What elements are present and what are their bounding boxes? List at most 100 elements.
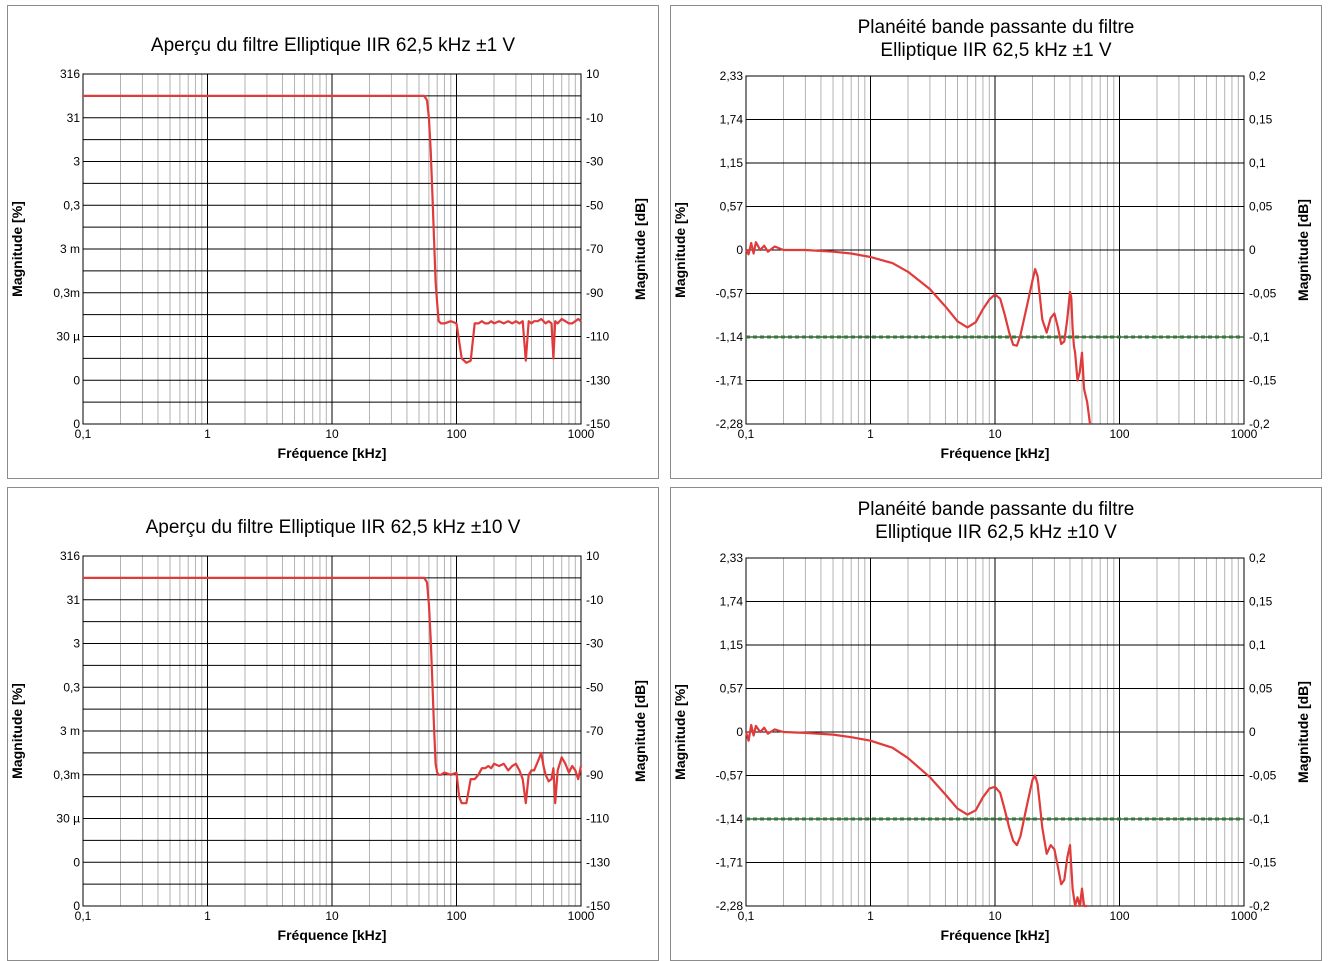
c2-y2-tick-label: -30 bbox=[586, 637, 604, 651]
chart-panel-flatness-10v: Planéité bande passante du filtre Ellipti… bbox=[670, 487, 1322, 961]
c3-y-tick-label: 2,33 bbox=[720, 551, 744, 565]
c1-y2-tick-label: 0,2 bbox=[1249, 69, 1266, 83]
c1-y2-tick-label: -0,1 bbox=[1249, 330, 1270, 344]
c1-y2-tick-label: 0 bbox=[1249, 243, 1256, 257]
c2-x-tick-label: 10 bbox=[325, 909, 339, 923]
c0-y-tick-label: 3 m bbox=[60, 242, 80, 256]
c0-y-tick-label: 0 bbox=[73, 417, 80, 431]
c1-y-tick-label: -1,71 bbox=[716, 374, 744, 388]
c1-x-tick-label: 10 bbox=[988, 427, 1002, 441]
c1-x-tick-label: 1 bbox=[867, 427, 874, 441]
c1-y2-tick-label: -0,2 bbox=[1249, 417, 1270, 431]
c0-y-tick-label: 316 bbox=[60, 67, 80, 81]
c3-y-tick-label: -1,14 bbox=[716, 812, 744, 826]
c3-y-tick-label: 1,15 bbox=[720, 638, 744, 652]
c3-y-tick-label: 0,57 bbox=[720, 682, 744, 696]
c3-y-tick-label: 1,74 bbox=[720, 595, 744, 609]
c2-y2-tick-label: -130 bbox=[586, 855, 610, 869]
c0-y2-tick-label: -30 bbox=[586, 155, 604, 169]
c0-y2-axis-label: Magnitude [dB] bbox=[632, 198, 648, 300]
c2-x-tick-label: 1000 bbox=[568, 909, 595, 923]
c2-y-tick-label: 0,3m bbox=[53, 768, 80, 782]
c1-y-tick-label: -1,14 bbox=[716, 330, 744, 344]
chart-panel-overview-10v: Aperçu du filtre Elliptique IIR 62,5 kHz… bbox=[7, 487, 659, 961]
c0-x-axis-label: Fréquence [kHz] bbox=[278, 445, 387, 461]
c1-y-tick-label: 0,57 bbox=[720, 200, 744, 214]
c0-plot-frame bbox=[82, 73, 582, 425]
c0-y-tick-label: 0,3 bbox=[63, 198, 80, 212]
c0-x-tick-label: 0,1 bbox=[75, 427, 92, 441]
c3-title-line-1: Planéité bande passante du filtre bbox=[858, 499, 1135, 520]
c1-x-tick-label: 1000 bbox=[1231, 427, 1258, 441]
c2-y-tick-label: 30 µ bbox=[56, 812, 80, 826]
c1-y-tick-label: 1,74 bbox=[720, 113, 744, 127]
c2-y-tick-label: 0 bbox=[73, 899, 80, 913]
c1-x-axis-label: Fréquence [kHz] bbox=[941, 445, 1050, 461]
c2-y2-tick-label: -10 bbox=[586, 593, 604, 607]
c3-y2-tick-label: 0,1 bbox=[1249, 638, 1266, 652]
c0-y-axis-label: Magnitude [%] bbox=[9, 201, 25, 297]
c3-y2-tick-label: -0,1 bbox=[1249, 812, 1270, 826]
c3-x-tick-label: 100 bbox=[1109, 909, 1129, 923]
c0-y-tick-label: 0 bbox=[73, 373, 80, 387]
c3-y-axis-label: Magnitude [%] bbox=[672, 684, 688, 780]
c3-y2-tick-label: 0,05 bbox=[1249, 682, 1273, 696]
c1-y-tick-label: -0,57 bbox=[716, 287, 744, 301]
c1-title-line-1: Planéité bande passante du filtre bbox=[858, 17, 1135, 38]
c0-series-0-line bbox=[83, 94, 582, 364]
c0-x-tick-label: 100 bbox=[446, 427, 466, 441]
c3-y2-tick-label: 0 bbox=[1249, 725, 1256, 739]
c1-title-line-2: Elliptique IIR 62,5 kHz ±1 V bbox=[880, 40, 1111, 61]
c3-y2-tick-label: 0,2 bbox=[1249, 551, 1266, 565]
c3-y2-tick-label: -0,05 bbox=[1249, 769, 1277, 783]
c2-y2-tick-label: -110 bbox=[586, 812, 609, 826]
c0-x-tick-label: 10 bbox=[325, 427, 339, 441]
c3-y2-tick-label: -0,2 bbox=[1249, 899, 1270, 913]
c0-y-tick-label: 3 bbox=[73, 155, 80, 169]
c1-y-tick-label: 1,15 bbox=[720, 156, 744, 170]
c3-y2-tick-label: -0,15 bbox=[1249, 856, 1277, 870]
c1-y2-tick-label: 0,1 bbox=[1249, 156, 1266, 170]
c2-y-tick-label: 3 m bbox=[60, 724, 80, 738]
c0-y2-tick-label: -110 bbox=[586, 330, 609, 344]
c2-plot-frame bbox=[82, 555, 582, 907]
c1-x-tick-label: 0,1 bbox=[738, 427, 755, 441]
c2-y2-tick-label: -90 bbox=[586, 768, 604, 782]
c2-y-tick-label: 31 bbox=[67, 593, 81, 607]
c1-y2-tick-label: 0,15 bbox=[1249, 113, 1273, 127]
c2-y2-tick-label: 10 bbox=[586, 549, 600, 563]
c0-x-tick-label: 1 bbox=[204, 427, 211, 441]
c2-y2-axis-label: Magnitude [dB] bbox=[632, 680, 648, 782]
c1-y2-axis-label: Magnitude [dB] bbox=[1295, 199, 1311, 301]
chart-flatness-1v: Planéité bande passante du filtreEllipti… bbox=[672, 17, 1311, 461]
c1-y-tick-label: 0 bbox=[736, 243, 743, 257]
chart-panel-overview-1v: Aperçu du filtre Elliptique IIR 62,5 kHz… bbox=[7, 5, 659, 479]
c1-y2-tick-label: -0,15 bbox=[1249, 374, 1277, 388]
chart-panel-flatness-1v: Planéité bande passante du filtre Ellipti… bbox=[670, 5, 1322, 479]
c3-x-tick-label: 1000 bbox=[1231, 909, 1258, 923]
c0-y2-tick-label: -50 bbox=[586, 198, 604, 212]
c0-y-tick-label: 0,3m bbox=[53, 286, 80, 300]
c3-x-tick-label: 10 bbox=[988, 909, 1002, 923]
c2-series-0-line bbox=[83, 576, 583, 805]
c0-y2-tick-label: -10 bbox=[586, 111, 604, 125]
c1-series-0-line bbox=[745, 241, 1092, 425]
c3-y2-axis-label: Magnitude [dB] bbox=[1295, 681, 1311, 783]
c1-y-tick-label: -2,28 bbox=[716, 417, 744, 431]
c3-series-0-line bbox=[744, 723, 1088, 908]
c0-title: Aperçu du filtre Elliptique IIR 62,5 kHz… bbox=[151, 35, 516, 56]
c3-y-tick-label: -1,71 bbox=[716, 856, 744, 870]
c1-y-axis-label: Magnitude [%] bbox=[672, 202, 688, 298]
c3-x-tick-label: 0,1 bbox=[738, 909, 755, 923]
chart-overview-1v: Aperçu du filtre Elliptique IIR 62,5 kHz… bbox=[9, 35, 648, 461]
c0-y2-tick-label: -70 bbox=[586, 242, 604, 256]
c0-y2-tick-label: 10 bbox=[586, 67, 600, 81]
c0-y2-tick-label: -130 bbox=[586, 373, 610, 387]
c3-title-line-2: Elliptique IIR 62,5 kHz ±10 V bbox=[875, 522, 1117, 543]
c0-y-tick-label: 31 bbox=[67, 111, 81, 125]
c1-y2-tick-label: -0,05 bbox=[1249, 287, 1277, 301]
c3-y-tick-label: -0,57 bbox=[716, 769, 744, 783]
c0-y-tick-label: 30 µ bbox=[56, 330, 80, 344]
c2-y-tick-label: 0 bbox=[73, 855, 80, 869]
c2-x-tick-label: 100 bbox=[446, 909, 466, 923]
